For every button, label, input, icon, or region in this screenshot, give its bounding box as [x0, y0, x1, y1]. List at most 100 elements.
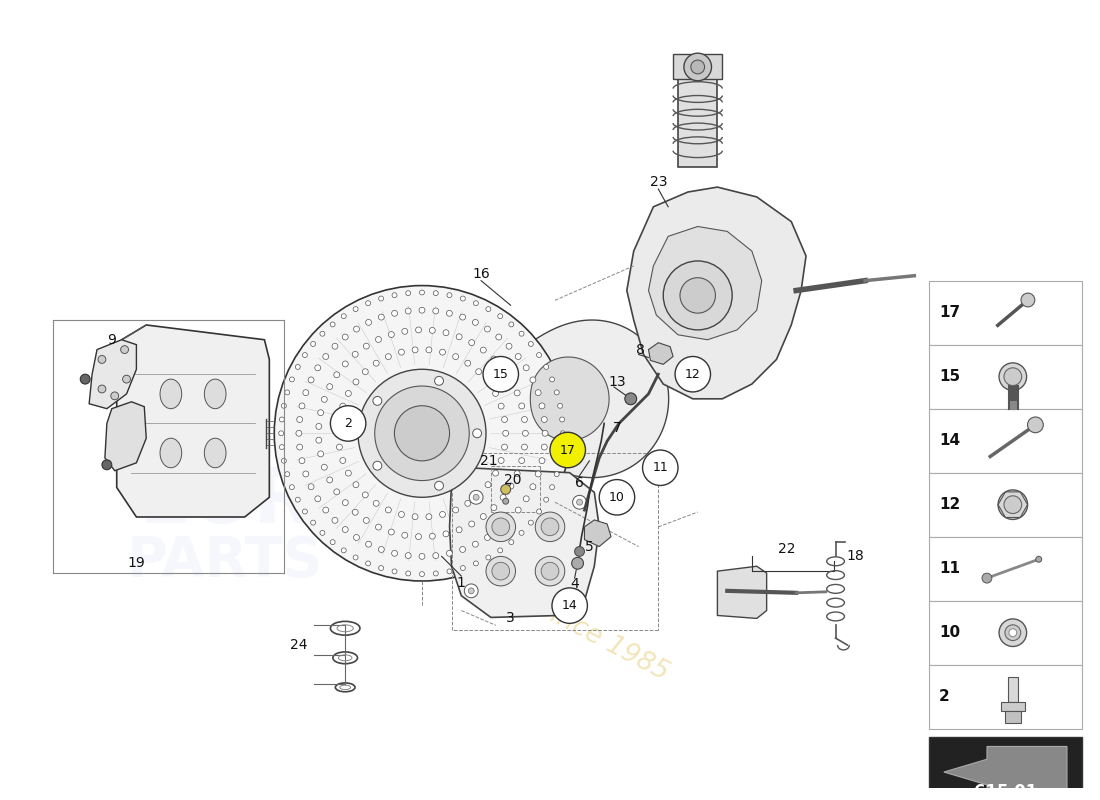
Circle shape [434, 482, 443, 490]
Circle shape [432, 308, 439, 314]
Circle shape [440, 349, 446, 355]
Circle shape [558, 458, 562, 463]
Circle shape [469, 340, 474, 346]
Circle shape [470, 490, 483, 504]
Text: 13: 13 [608, 375, 626, 389]
Circle shape [330, 322, 336, 327]
Circle shape [998, 490, 1027, 519]
Circle shape [358, 370, 486, 498]
Polygon shape [104, 402, 146, 470]
Circle shape [500, 485, 510, 494]
Circle shape [486, 555, 491, 560]
Circle shape [373, 397, 382, 406]
Text: 14: 14 [939, 433, 960, 448]
Circle shape [279, 417, 284, 422]
Circle shape [385, 507, 392, 513]
Circle shape [560, 417, 564, 422]
Circle shape [514, 470, 520, 477]
Circle shape [492, 562, 509, 580]
Circle shape [483, 357, 518, 392]
Bar [930, 601, 1081, 665]
Text: 2: 2 [344, 417, 352, 430]
Circle shape [297, 444, 302, 450]
Circle shape [502, 417, 507, 422]
Ellipse shape [160, 379, 182, 409]
Polygon shape [530, 357, 609, 441]
Circle shape [121, 346, 129, 354]
Circle shape [500, 366, 506, 372]
Circle shape [342, 334, 349, 340]
Circle shape [691, 60, 705, 74]
Circle shape [554, 472, 559, 477]
Circle shape [353, 482, 359, 488]
Circle shape [336, 430, 341, 436]
Circle shape [522, 430, 528, 436]
Circle shape [453, 507, 459, 513]
Circle shape [541, 417, 548, 422]
Circle shape [469, 588, 474, 594]
Circle shape [98, 355, 106, 363]
Text: 4: 4 [570, 577, 579, 591]
Circle shape [296, 430, 301, 436]
Circle shape [308, 377, 314, 383]
Circle shape [492, 518, 509, 536]
Bar [673, 54, 723, 78]
Circle shape [395, 406, 450, 461]
Circle shape [568, 589, 582, 602]
Text: 10: 10 [939, 625, 960, 640]
Circle shape [684, 53, 712, 81]
Circle shape [327, 384, 332, 390]
Circle shape [412, 514, 418, 520]
Polygon shape [627, 187, 806, 399]
Bar [1008, 677, 1018, 702]
Circle shape [316, 423, 322, 430]
Circle shape [524, 365, 529, 370]
Bar [930, 345, 1081, 409]
Text: 20: 20 [504, 473, 521, 486]
Circle shape [385, 354, 392, 359]
Circle shape [541, 562, 559, 580]
Polygon shape [450, 468, 600, 618]
Circle shape [363, 343, 370, 349]
Circle shape [429, 534, 436, 539]
Circle shape [447, 310, 452, 316]
Circle shape [342, 500, 349, 506]
Circle shape [539, 403, 544, 409]
Circle shape [560, 445, 564, 450]
Text: 11: 11 [652, 462, 668, 474]
Circle shape [318, 451, 323, 457]
Text: 15: 15 [939, 369, 960, 384]
Circle shape [443, 330, 449, 336]
Circle shape [365, 319, 372, 326]
Circle shape [481, 514, 486, 519]
Text: 12: 12 [939, 497, 960, 512]
Polygon shape [649, 342, 673, 364]
Circle shape [297, 417, 302, 422]
Circle shape [498, 548, 503, 553]
Circle shape [460, 546, 465, 553]
Circle shape [340, 403, 345, 409]
Circle shape [322, 354, 329, 359]
Circle shape [447, 550, 452, 556]
Text: 11: 11 [939, 561, 960, 576]
Circle shape [373, 501, 380, 506]
Bar [930, 473, 1081, 537]
Circle shape [475, 492, 482, 498]
Circle shape [461, 296, 465, 301]
Circle shape [353, 306, 359, 311]
Circle shape [375, 337, 382, 342]
Circle shape [550, 432, 585, 468]
Circle shape [406, 290, 410, 296]
Circle shape [552, 588, 587, 623]
Circle shape [574, 546, 584, 556]
Circle shape [419, 572, 425, 577]
Circle shape [362, 492, 369, 498]
Circle shape [625, 393, 637, 405]
Circle shape [573, 495, 586, 509]
Circle shape [373, 462, 382, 470]
Circle shape [80, 374, 90, 384]
Circle shape [456, 334, 462, 340]
Circle shape [642, 450, 678, 486]
Circle shape [365, 542, 372, 547]
Circle shape [503, 430, 508, 436]
